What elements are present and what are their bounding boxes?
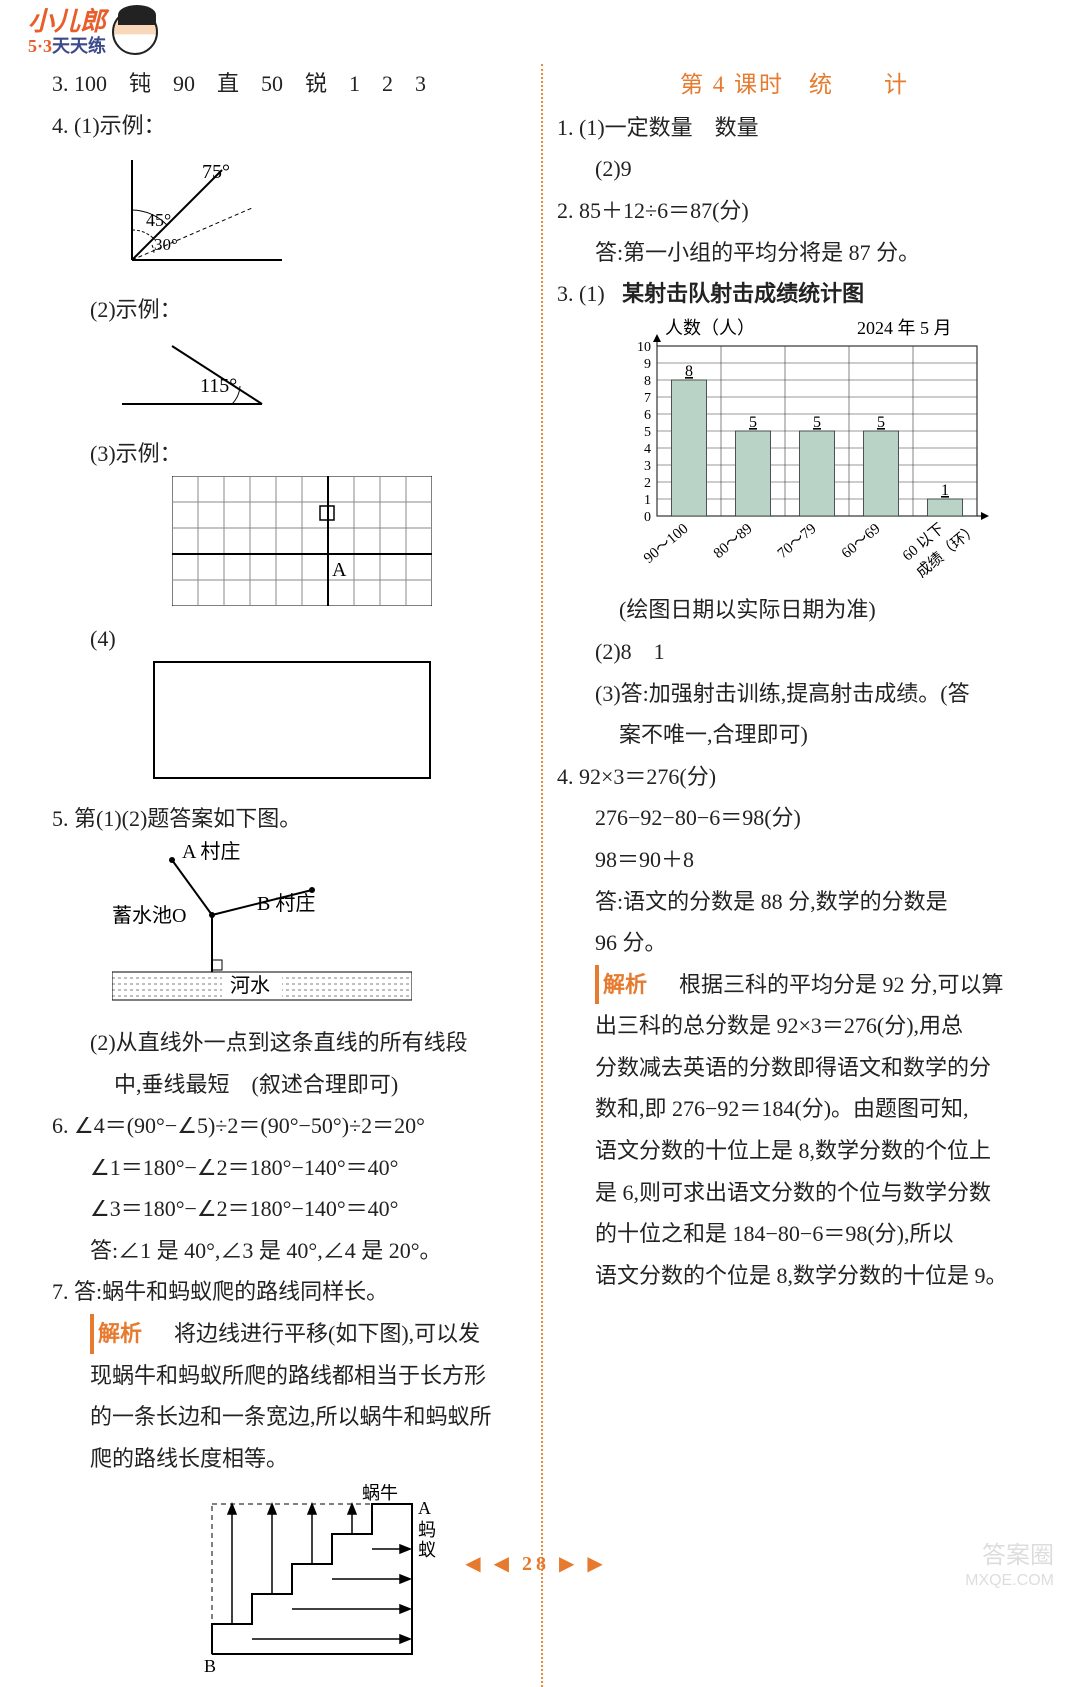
svg-text:9: 9 bbox=[644, 357, 651, 372]
r-q3-note: (绘图日期以实际日期为准) bbox=[557, 590, 1032, 630]
column-divider bbox=[541, 64, 543, 1687]
svg-text:蚂: 蚂 bbox=[418, 1520, 436, 1540]
page-number: 28 bbox=[522, 1553, 550, 1575]
q4-2: (2)示例： bbox=[52, 290, 527, 330]
svg-text:90～100: 90～100 bbox=[641, 521, 692, 567]
q5-2b: 中,垂线最短 (叙述合理即可) bbox=[52, 1065, 527, 1105]
svg-text:75°: 75° bbox=[202, 161, 230, 183]
q7-4: 的一条长边和一条宽边,所以蜗牛和蚂蚁所 bbox=[52, 1397, 527, 1437]
r-q3-3b: 案不唯一,合理即可) bbox=[557, 715, 1032, 755]
q4-2-angle-diagram: 115° bbox=[112, 334, 527, 427]
brand-logo: 小儿郎 5·3天天练 bbox=[28, 8, 158, 56]
r-q4-2: 276−92−80−6＝98(分) bbox=[557, 798, 1032, 838]
q6-3: ∠3＝180°−∠2＝180°−140°＝40° bbox=[52, 1189, 527, 1229]
svg-text:B 村庄: B 村庄 bbox=[257, 892, 315, 915]
svg-text:A 村庄: A 村庄 bbox=[182, 840, 240, 863]
q7-3: 现蜗牛和蚂蚁所爬的路线都相当于长方形 bbox=[52, 1356, 527, 1396]
q4-3-grid: A bbox=[172, 476, 527, 619]
q7-stair-diagram: 蜗牛 A 蚂 蚁 B bbox=[192, 1484, 527, 1687]
svg-text:8: 8 bbox=[644, 374, 651, 389]
svg-text:A: A bbox=[418, 1498, 431, 1518]
r-q4-5h: 语文分数的个位是 8,数学分数的十位是 9。 bbox=[557, 1256, 1032, 1296]
q6-2: ∠1＝180°−∠2＝180°−140°＝40° bbox=[52, 1148, 527, 1188]
svg-text:3: 3 bbox=[644, 459, 651, 474]
bar-chart: 人数（人） 2024 年 5 月 0 1 2 3 4 5 6 7 8 9 10 8 5 5 5 1 90～100 80… bbox=[617, 318, 1032, 591]
svg-text:60～69: 60～69 bbox=[839, 521, 884, 562]
r-q3-1: 3. (1) 某射击队射击成绩统计图 bbox=[557, 274, 1032, 314]
r-q4-5d: 数和,即 276−92＝184(分)。由题图可知, bbox=[557, 1089, 1032, 1129]
r-q4-jiexi-line: 解析 根据三科的平均分是 92 分,可以算 bbox=[557, 965, 1032, 1005]
svg-text:5: 5 bbox=[813, 414, 821, 431]
svg-text:蓄水池O: 蓄水池O bbox=[112, 904, 186, 927]
svg-text:70～79: 70～79 bbox=[775, 521, 820, 562]
q4-4-rect bbox=[152, 660, 527, 793]
r-q3-3a: (3)答:加强射击训练,提高射击成绩。(答 bbox=[557, 674, 1032, 714]
svg-text:1: 1 bbox=[941, 482, 949, 499]
q5-diagram: A 村庄 蓄水池O B 村庄 河水 bbox=[112, 840, 527, 1023]
r-q4-5g: 的十位之和是 184−80−6＝98(分),所以 bbox=[557, 1214, 1032, 1254]
svg-text:80～89: 80～89 bbox=[711, 521, 756, 562]
svg-text:0: 0 bbox=[644, 510, 651, 525]
watermark: 答案圈 MXQE.COM bbox=[965, 1542, 1054, 1590]
svg-text:B: B bbox=[204, 1656, 216, 1674]
svg-text:河水: 河水 bbox=[230, 974, 270, 997]
q7-1: 7. 答:蜗牛和蚂蚁爬的路线同样长。 bbox=[52, 1272, 527, 1312]
q4-4: (4) bbox=[52, 619, 527, 659]
svg-text:8: 8 bbox=[685, 363, 693, 380]
r-q4-5b: 出三科的总分数是 92×3＝276(分),用总 bbox=[557, 1006, 1032, 1046]
svg-text:4: 4 bbox=[644, 442, 651, 457]
svg-text:6: 6 bbox=[644, 408, 651, 423]
r-q4-5e: 语文分数的十位上是 8,数学分数的个位上 bbox=[557, 1131, 1032, 1171]
svg-text:蜗牛: 蜗牛 bbox=[362, 1484, 398, 1503]
r-q4-4b: 96 分。 bbox=[557, 923, 1032, 963]
svg-text:10: 10 bbox=[637, 340, 651, 355]
r-q3-2: (2)8 1 bbox=[557, 632, 1032, 672]
q7-5: 爬的路线长度相等。 bbox=[52, 1439, 527, 1479]
right-column: 第 4 课时 统 计 1. (1)一定数量 数量 (2)9 2. 85＋12÷6… bbox=[551, 64, 1038, 1687]
q6-4: 答:∠1 是 40°,∠3 是 40°,∠4 是 20°。 bbox=[52, 1231, 527, 1271]
svg-text:1: 1 bbox=[644, 493, 651, 508]
svg-text:45°: 45° bbox=[146, 210, 171, 230]
svg-text:A: A bbox=[332, 559, 347, 581]
r-q2-2: 答:第一小组的平均分将是 87 分。 bbox=[557, 233, 1032, 273]
svg-text:5: 5 bbox=[749, 414, 757, 431]
page-footer: ◀ ◀ 28 ▶ ▶ bbox=[0, 1546, 1072, 1582]
content-columns: 3. 100 钝 90 直 50 锐 1 2 3 4. (1)示例： 75° 4… bbox=[0, 60, 1072, 1687]
footer-left-arrows: ◀ ◀ bbox=[465, 1553, 513, 1575]
q4-1: 4. (1)示例： bbox=[52, 106, 527, 146]
r-q4-5f: 是 6,则可求出语文分数的个位与数学分数 bbox=[557, 1173, 1032, 1213]
svg-text:30°: 30° bbox=[154, 235, 178, 254]
svg-text:2024 年 5 月: 2024 年 5 月 bbox=[857, 318, 952, 338]
svg-text:115°: 115° bbox=[200, 375, 237, 397]
q6-1: 6. ∠4＝(90°−∠5)÷2＝(90°−50°)÷2＝20° bbox=[52, 1106, 527, 1146]
svg-text:人数（人）: 人数（人） bbox=[665, 318, 755, 338]
svg-text:7: 7 bbox=[644, 391, 651, 406]
left-column: 3. 100 钝 90 直 50 锐 1 2 3 4. (1)示例： 75° 4… bbox=[46, 64, 533, 1687]
q5: 5. 第(1)(2)题答案如下图。 bbox=[52, 799, 527, 839]
svg-text:2: 2 bbox=[644, 476, 651, 491]
q4-angle-diagram: 75° 45° 30° bbox=[112, 150, 527, 283]
mascot-icon bbox=[112, 9, 158, 55]
jiexi-tag: 解析 bbox=[595, 965, 651, 1005]
r-q4-1: 4. 92×3＝276(分) bbox=[557, 757, 1032, 797]
r-q4-3: 98＝90＋8 bbox=[557, 840, 1032, 880]
r-q1-1: 1. (1)一定数量 数量 bbox=[557, 108, 1032, 148]
svg-text:5: 5 bbox=[644, 425, 651, 440]
page-header: 小儿郎 5·3天天练 bbox=[0, 0, 1072, 60]
q4-3: (3)示例： bbox=[52, 434, 527, 474]
lesson-title: 第 4 课时 统 计 bbox=[557, 64, 1032, 105]
jiexi-tag: 解析 bbox=[90, 1314, 146, 1354]
r-q1-2: (2)9 bbox=[557, 149, 1032, 189]
brand-top: 小儿郎 bbox=[28, 8, 106, 37]
svg-text:5: 5 bbox=[877, 414, 885, 431]
q3: 3. 100 钝 90 直 50 锐 1 2 3 bbox=[52, 64, 527, 104]
r-q2-1: 2. 85＋12÷6＝87(分) bbox=[557, 191, 1032, 231]
q5-2a: (2)从直线外一点到这条直线的所有线段 bbox=[52, 1023, 527, 1063]
r-q4-4a: 答:语文的分数是 88 分,数学的分数是 bbox=[557, 882, 1032, 922]
r-q4-5c: 分数减去英语的分数即得语文和数学的分 bbox=[557, 1048, 1032, 1088]
footer-right-arrows: ▶ ▶ bbox=[559, 1553, 607, 1575]
brand-bottom: 5·3天天练 bbox=[28, 37, 106, 57]
q7-2-line: 解析 将边线进行平移(如下图),可以发 bbox=[52, 1314, 527, 1354]
